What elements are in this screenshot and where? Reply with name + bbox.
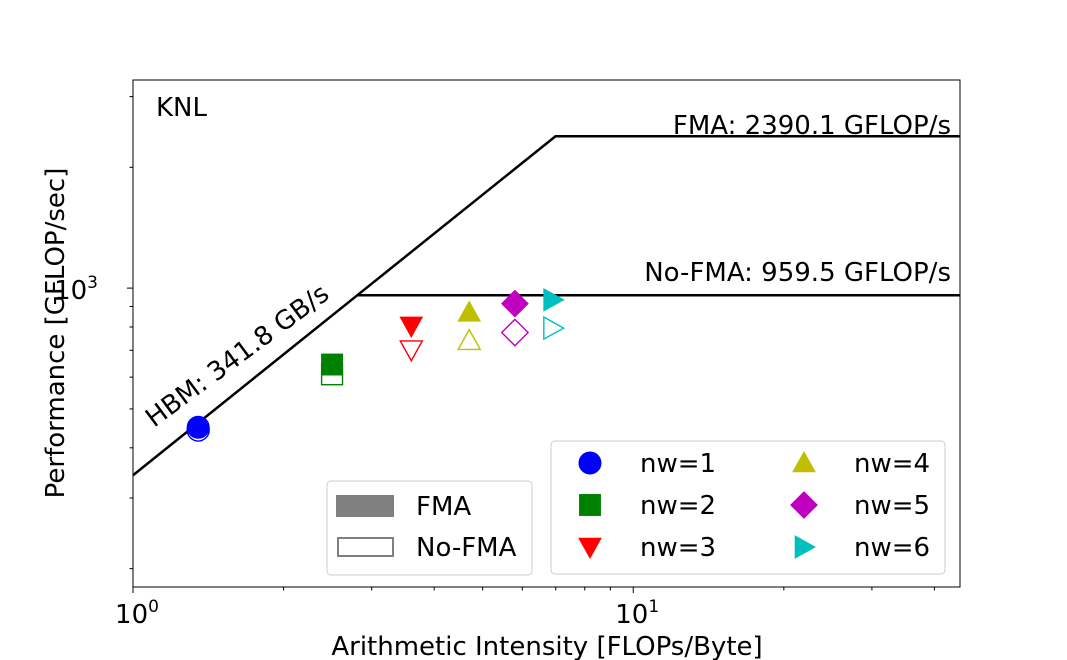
legend-series-label: nw=1 (640, 449, 716, 479)
legend-label: No-FMA (416, 533, 517, 563)
roofline-lines (132, 134, 960, 477)
no-fma-point (399, 340, 424, 363)
style-legend: FMA No-FMA (326, 480, 533, 576)
fma-point (457, 300, 482, 322)
data-points (186, 287, 566, 442)
fma-point (500, 289, 529, 318)
legend-frame (550, 440, 946, 575)
x-tick-label: 100 (115, 597, 159, 630)
no-fma-point (457, 328, 482, 351)
fma-point (321, 353, 344, 376)
axis-ticks: 100 101 103 (54, 96, 935, 630)
legend-label: FMA (416, 492, 471, 522)
series-legend: nw=1 nw=2 nw=3 nw=4 nw=5 nw=6 (550, 440, 946, 575)
fma-point (399, 316, 424, 338)
bandwidth-label: HBM: 341.8 GB/s (140, 279, 335, 434)
legend-series-label: nw=4 (854, 449, 930, 479)
legend-marker (792, 450, 816, 473)
y-tick-label: 103 (54, 273, 98, 306)
legend-series-label: nw=6 (854, 533, 930, 563)
legend-marker (579, 494, 601, 516)
legend-series-label: nw=2 (640, 491, 716, 521)
fma-point (186, 415, 210, 439)
filled-swatch (336, 495, 394, 517)
no-fma-point (543, 315, 566, 341)
y-axis-label: Performance [GFLOP/sec] (41, 168, 71, 499)
hollow-swatch (337, 537, 394, 557)
panel-label: KNL (156, 93, 207, 123)
legend-marker (578, 451, 602, 475)
x-axis-label: Arithmetic Intensity [FLOPs/Byte] (331, 632, 762, 660)
legend-marker (790, 491, 818, 519)
legend-series-label: nw=3 (640, 533, 716, 563)
legend-marker (578, 537, 602, 560)
no-fma-ceiling-label: No-FMA: 959.5 GFLOP/s (644, 258, 951, 288)
fma-point (543, 287, 565, 312)
legend-marker (794, 535, 817, 559)
fma-roofline (132, 134, 960, 477)
fma-ceiling-label: FMA: 2390.1 GFLOP/s (673, 111, 951, 141)
no-fma-point (500, 318, 530, 347)
plot-frame (132, 79, 961, 588)
x-tick-label: 101 (615, 597, 659, 630)
legend-series-label: nw=5 (854, 491, 930, 521)
